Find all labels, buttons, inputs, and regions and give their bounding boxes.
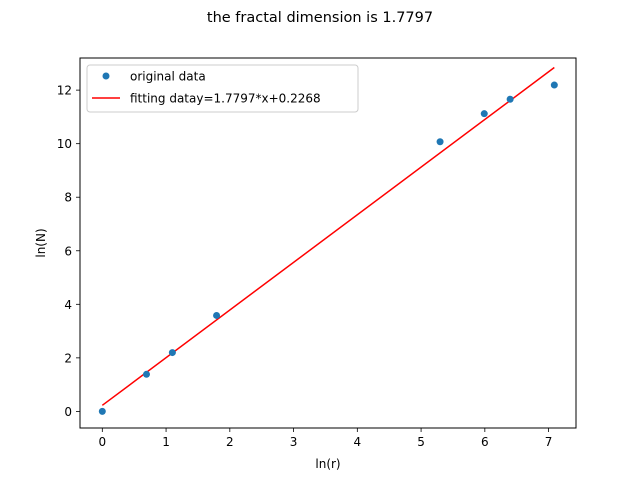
data-point — [98, 407, 106, 415]
x-axis: 0 1 2 3 4 5 6 7 — [98, 428, 552, 449]
chart-title: the fractal dimension is 1.7797 — [207, 10, 433, 26]
data-point — [142, 370, 150, 378]
y-tick-label: 0 — [64, 405, 72, 419]
fit-line — [101, 66, 555, 406]
data-point — [480, 110, 488, 118]
plot-area — [98, 66, 558, 415]
y-axis: 0 2 4 6 8 10 12 — [57, 84, 80, 419]
data-point — [168, 349, 176, 357]
data-point — [213, 311, 221, 319]
data-point — [506, 95, 514, 103]
x-tick-label: 2 — [226, 435, 234, 449]
x-tick-label: 7 — [545, 435, 553, 449]
y-tick-label: 12 — [57, 84, 72, 98]
y-tick-label: 2 — [64, 351, 72, 365]
x-tick-label: 0 — [98, 435, 106, 449]
legend-label-original: original data — [130, 70, 206, 84]
data-point — [550, 81, 558, 89]
x-tick-label: 6 — [481, 435, 489, 449]
x-tick-label: 1 — [162, 435, 170, 449]
x-tick-label: 4 — [354, 435, 362, 449]
y-tick-label: 6 — [64, 244, 72, 258]
x-tick-label: 5 — [417, 435, 425, 449]
y-tick-label: 4 — [64, 298, 72, 312]
legend: original data fitting datay=1.7797*x+0.2… — [86, 64, 359, 113]
axes-frame — [79, 57, 577, 429]
y-axis-label: ln(N) — [34, 228, 48, 257]
y-tick-label: 10 — [57, 137, 72, 151]
x-axis-label: ln(r) — [315, 457, 340, 471]
x-tick-label: 3 — [290, 435, 298, 449]
data-point — [436, 138, 444, 146]
legend-label-fit: fitting datay=1.7797*x+0.2268 — [130, 92, 321, 106]
legend-box — [86, 64, 359, 113]
legend-scatter-marker — [102, 72, 110, 80]
y-tick-label: 8 — [64, 191, 72, 205]
